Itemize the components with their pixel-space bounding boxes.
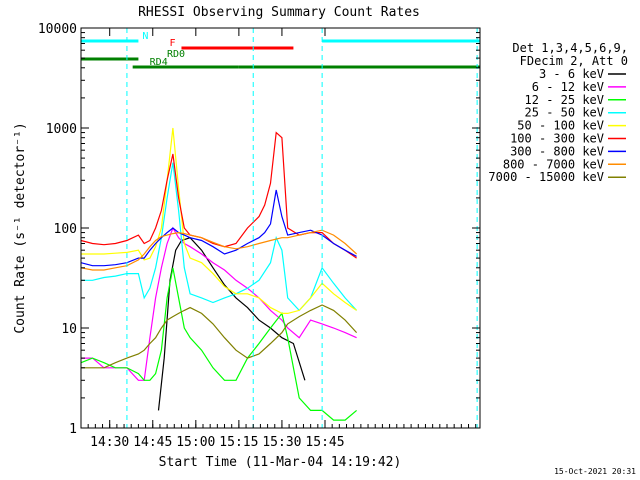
legend-label-7: 800 - 7000 keV: [503, 157, 604, 171]
series-line-2: [80, 267, 357, 421]
legend-label-0: 3 - 6 keV: [539, 67, 604, 81]
legend-label-1: 6 - 12 keV: [532, 80, 604, 94]
x-tick-label-0: 14:30: [90, 435, 129, 450]
legend-header-1: FDecim 2, Att 0: [520, 54, 628, 68]
x-tick-label-2: 15:00: [176, 435, 215, 450]
series-line-7: [80, 229, 358, 271]
series-line-4: [81, 127, 357, 314]
series-layer: [80, 127, 358, 421]
observing-bar-label-3: RD4: [150, 57, 168, 68]
observing-bar-label-0: N: [142, 31, 148, 42]
observing-bar-label-1: F: [169, 38, 175, 49]
series-line-8: [81, 304, 358, 369]
series-line-0: [157, 237, 306, 411]
series-line-1: [81, 226, 357, 381]
axis-ticks: 14:30 14:45 15:00 15:15 15:30 15:45 1 10 100 1000…: [38, 22, 480, 450]
legend-header-0: Det 1,3,4,5,6,9,: [512, 41, 628, 55]
y-tick-label-0: 1: [69, 422, 77, 437]
y-tick-label-2: 100: [54, 222, 77, 237]
x-tick-label-4: 15:30: [262, 435, 301, 450]
legend-label-4: 50 - 100 keV: [517, 119, 604, 133]
legend-label-2: 12 - 25 keV: [525, 93, 604, 107]
chart-title: RHESSI Observing Summary Count Rates: [138, 5, 420, 20]
y-tick-label-1: 10: [61, 322, 77, 337]
timestamp: 15-Oct-2021 20:31: [554, 467, 636, 476]
y-axis-label: Count Rate (s⁻¹ detector⁻¹): [13, 122, 28, 333]
legend-label-3: 25 - 50 keV: [525, 106, 604, 120]
legend-label-8: 7000 - 15000 keV: [488, 170, 604, 184]
x-axis-label: Start Time (11-Mar-04 14:19:42): [159, 455, 402, 470]
x-tick-label-5: 15:45: [305, 435, 344, 450]
y-tick-label-3: 1000: [46, 122, 77, 137]
observing-bar-label-2: RD0: [167, 49, 185, 60]
legend: Det 1,3,4,5,6,9,FDecim 2, Att 03 - 6 keV…: [488, 41, 628, 184]
y-tick-label-4: 10000: [38, 22, 77, 37]
legend-label-5: 100 - 300 keV: [510, 132, 604, 146]
x-tick-label-3: 15:15: [219, 435, 258, 450]
legend-label-6: 300 - 800 keV: [510, 144, 604, 158]
x-tick-label-1: 14:45: [133, 435, 172, 450]
